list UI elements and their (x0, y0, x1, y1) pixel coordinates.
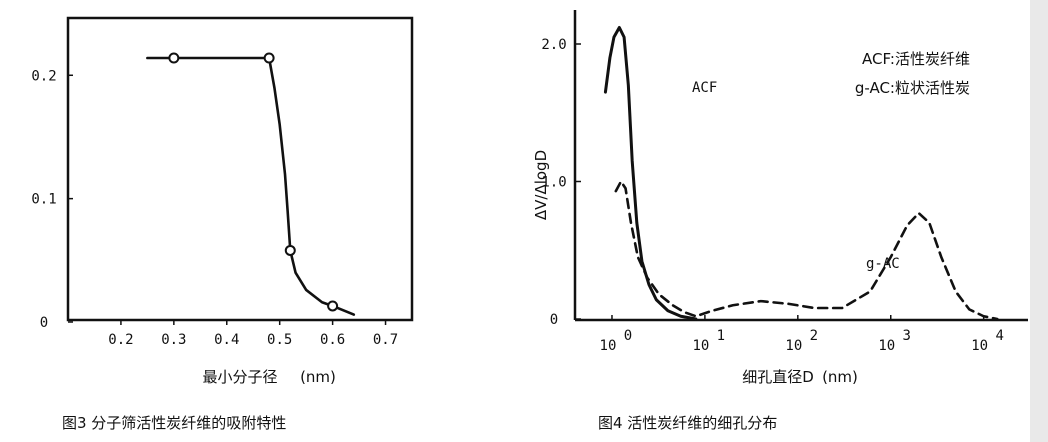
x-tick-exponent: 2 (810, 328, 818, 344)
x-tick-label: 10 (692, 338, 709, 354)
x-tick-label: 10 (785, 338, 802, 354)
x-tick-label: 10 (878, 338, 895, 354)
series-label-gac: g-AC (866, 256, 900, 272)
y-tick-label: 0 (40, 315, 48, 331)
data-point (263, 52, 275, 64)
x-tick-label: 0.7 (373, 332, 398, 348)
legend-entry: ACF:活性炭纤维 (862, 50, 970, 68)
x-axis-unit: (nm) (300, 368, 336, 386)
y-axis-label: ΔV/ΔlogD (532, 150, 550, 220)
x-tick-label: 0.4 (214, 332, 239, 348)
x-axis-label: 最小分子径 (202, 368, 277, 386)
x-axis-unit: (nm) (822, 368, 858, 386)
series-line-ACF (603, 26, 698, 321)
chart-fig3: 0.2 0.3 0.4 0.5 0.6 0.7 0 0.1 0.2 最小分子径 (nm) 图3 分子筛… (31, 16, 414, 432)
x-tick-label: 0.6 (320, 332, 345, 348)
x-tick-exponent: 0 (624, 328, 632, 344)
x-tick-label: 10 (600, 338, 617, 354)
legend-entry: g-AC:粒状活性炭 (855, 79, 970, 97)
data-point (327, 300, 339, 312)
y-tick-label: 0.1 (31, 192, 56, 208)
chart-fig4: 0 1.0 2.0 10 0 10 1 10 2 10 3 10 4 ACF g-AC ACF:活性炭纤维 g-… (532, 10, 1028, 432)
data-point (168, 52, 180, 64)
series-line (146, 56, 356, 316)
y-tick-label: 0.2 (31, 68, 56, 84)
x-tick-exponent: 1 (717, 328, 725, 344)
x-tick-label: 0.3 (161, 332, 186, 348)
figure-caption: 图3 分子筛活性炭纤维的吸附特性 (62, 414, 286, 432)
x-tick-label: 0.5 (267, 332, 292, 348)
y-tick-label: 0 (550, 312, 558, 328)
scan-edge (1030, 0, 1048, 442)
data-point (284, 244, 296, 256)
y-tick-label: 1.0 (541, 175, 566, 191)
x-tick-label: 10 (971, 338, 988, 354)
figure-caption: 图4 活性炭纤维的细孔分布 (598, 414, 777, 432)
x-tick-exponent: 3 (903, 328, 911, 344)
x-tick-label: 0.2 (108, 332, 133, 348)
x-axis-label: 细孔直径D (742, 368, 814, 386)
plot-frame (66, 16, 414, 322)
y-tick-label: 2.0 (541, 37, 566, 53)
series-label-acf: ACF (692, 80, 717, 96)
x-tick-exponent: 4 (995, 328, 1003, 344)
series-line-g-AC (614, 180, 999, 321)
